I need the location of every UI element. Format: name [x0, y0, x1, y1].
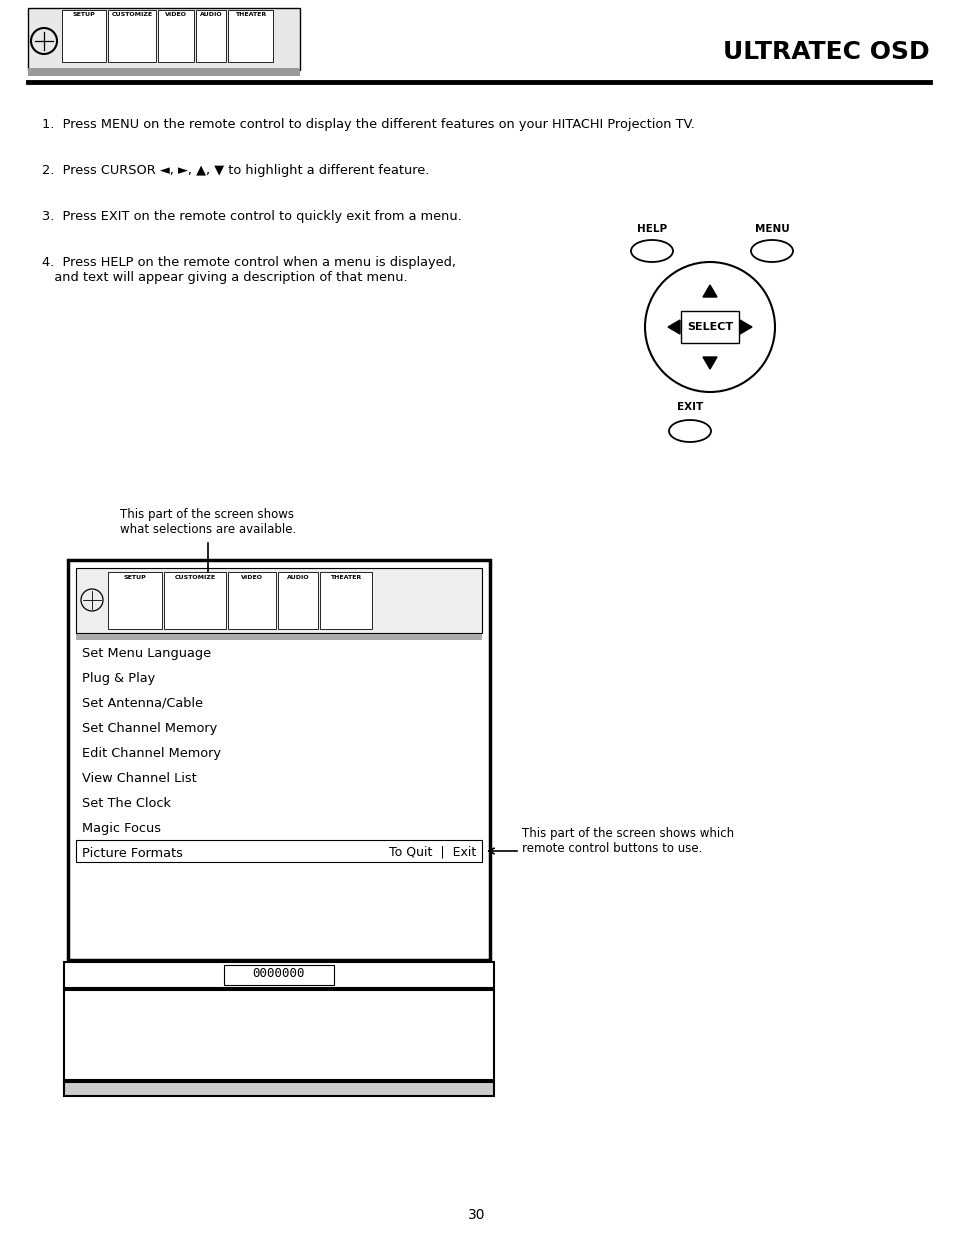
Text: This part of the screen shows which
remote control buttons to use.: This part of the screen shows which remo… [521, 827, 734, 855]
Text: View Channel List: View Channel List [82, 772, 196, 785]
Text: Set Channel Memory: Set Channel Memory [82, 722, 217, 735]
Bar [28, 68, 299, 77]
Bar [228, 572, 275, 629]
Text: THEATER: THEATER [330, 576, 361, 580]
Bar [108, 10, 156, 62]
Bar [164, 572, 226, 629]
Text: 30: 30 [468, 1208, 485, 1221]
Bar [680, 311, 739, 343]
Polygon shape [667, 320, 679, 333]
Text: 2.  Press CURSOR ◄, ►, ▲, ▼ to highlight a different feature.: 2. Press CURSOR ◄, ►, ▲, ▼ to highlight … [42, 164, 429, 177]
Bar [319, 572, 372, 629]
Text: HELP: HELP [637, 224, 666, 233]
Text: Set Antenna/Cable: Set Antenna/Cable [82, 697, 203, 710]
Text: VIDEO: VIDEO [241, 576, 263, 580]
Text: 0000000: 0000000 [253, 967, 305, 981]
Text: Plug & Play: Plug & Play [82, 672, 155, 685]
Text: AUDIO: AUDIO [199, 12, 222, 17]
Bar [28, 7, 299, 70]
Text: MENU: MENU [754, 224, 788, 233]
Text: Set The Clock: Set The Clock [82, 797, 171, 810]
Bar [64, 962, 494, 988]
Polygon shape [740, 320, 751, 333]
Bar [224, 965, 334, 986]
Bar [195, 10, 226, 62]
Bar [76, 634, 481, 640]
Text: ULTRATEC OSD: ULTRATEC OSD [722, 40, 929, 64]
Bar [76, 568, 481, 634]
Polygon shape [702, 357, 717, 369]
Text: SETUP: SETUP [72, 12, 95, 17]
Text: Picture Formats: Picture Formats [82, 847, 183, 860]
Text: AUDIO: AUDIO [287, 576, 309, 580]
Text: EXIT: EXIT [677, 403, 702, 412]
Text: Edit Channel Memory: Edit Channel Memory [82, 747, 221, 760]
Text: CUSTOMIZE: CUSTOMIZE [112, 12, 152, 17]
Text: CUSTOMIZE: CUSTOMIZE [174, 576, 215, 580]
Text: THEATER: THEATER [234, 12, 266, 17]
Bar [158, 10, 193, 62]
Polygon shape [702, 285, 717, 296]
Text: SELECT: SELECT [686, 322, 732, 332]
Bar [228, 10, 273, 62]
Text: This part of the screen shows
what selections are available.: This part of the screen shows what selec… [120, 508, 295, 536]
Text: Magic Focus: Magic Focus [82, 823, 161, 835]
Text: Set Menu Language: Set Menu Language [82, 647, 211, 659]
Bar [64, 1082, 494, 1095]
Bar [62, 10, 106, 62]
Bar [68, 559, 490, 960]
Bar [64, 990, 494, 1079]
Bar [277, 572, 317, 629]
Text: 4.  Press HELP on the remote control when a menu is displayed,
   and text will : 4. Press HELP on the remote control when… [42, 256, 456, 284]
Text: SETUP: SETUP [124, 576, 146, 580]
Bar [76, 840, 481, 862]
Text: 1.  Press MENU on the remote control to display the different features on your H: 1. Press MENU on the remote control to d… [42, 119, 694, 131]
Text: VIDEO: VIDEO [165, 12, 187, 17]
Text: 3.  Press EXIT on the remote control to quickly exit from a menu.: 3. Press EXIT on the remote control to q… [42, 210, 461, 224]
Bar [108, 572, 162, 629]
Text: To Quit  |  Exit: To Quit | Exit [388, 845, 476, 858]
